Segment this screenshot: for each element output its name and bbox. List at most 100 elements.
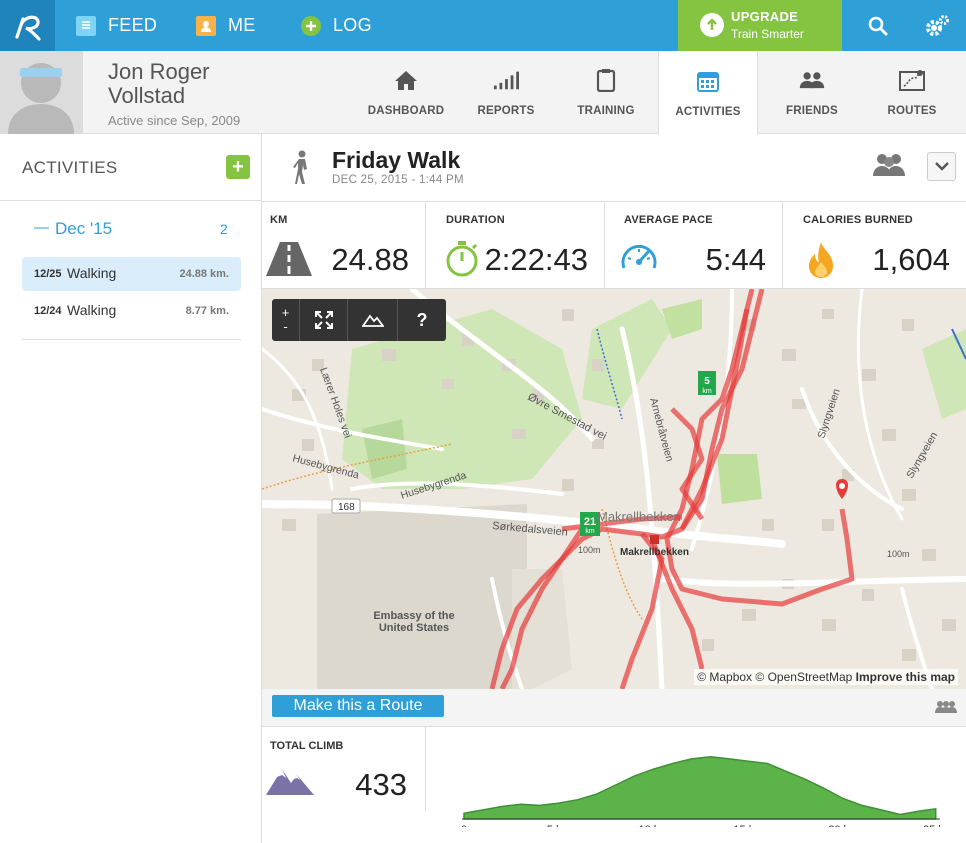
avatar[interactable] [0,51,83,134]
tab-label: TRAINING [577,105,635,117]
tab-reports[interactable]: REPORTS [458,51,554,134]
fullscreen-button[interactable] [300,299,348,341]
stat-value: 1,604 [872,242,950,277]
options-dropdown[interactable] [927,152,956,181]
activity-distance: 8.77 km. [185,305,229,317]
feed-icon [76,15,96,36]
activity-title: Friday Walk [332,147,461,173]
svg-text:Slyngveien: Slyngveien [904,430,940,481]
sidebar-title: ACTIVITIES [22,158,118,177]
mountain-icon [361,314,384,327]
profile-since: Active since Sep, 2009 [108,113,241,128]
stat-distance: KM 24.88 [262,202,426,289]
stat-calories: CALORIES BURNED 1,604 [783,202,966,289]
tab-activities[interactable]: ACTIVITIES [658,51,758,135]
nav-log[interactable]: LOG [301,0,372,51]
terrain-button[interactable] [348,299,398,341]
stop-label: Makrellbekken [620,547,689,558]
map-help-button[interactable]: ? [398,299,446,341]
calendar-icon [695,68,721,94]
nav-me[interactable]: ME [196,0,256,51]
tab-label: ACTIVITIES [675,106,741,118]
tab-label: ROUTES [887,105,937,117]
fullscreen-icon [314,311,333,329]
settings-button[interactable] [915,0,959,51]
tab-training[interactable]: TRAINING [558,51,654,134]
embassy-label: Embassy of the United States [373,610,454,634]
km-marker-21[interactable] [580,512,600,536]
group-small-icon[interactable] [935,700,957,714]
svg-text:km: km [585,528,595,535]
tab-label: FRIENDS [786,105,838,117]
search-button[interactable] [856,0,900,51]
tab-label: DASHBOARD [367,105,445,117]
search-icon [868,16,888,35]
zoom-control: + - [272,299,300,341]
zoom-in-button[interactable]: + [281,305,290,320]
x-tick-label: 20 km [828,824,858,827]
clipboard-icon [593,67,619,93]
mapbox-link[interactable]: © Mapbox [697,670,753,684]
stat-duration: DURATION 2:22:43 [426,202,605,289]
tab-routes[interactable]: ROUTES [864,51,960,134]
plus-circle-icon [301,15,321,36]
map-controls: + - ? [272,299,446,341]
elevation-chart[interactable]: 0 5 km 10 km 15 km 20 km 25 km [426,727,966,836]
tab-label: REPORTS [477,105,535,117]
avatar-icon [8,63,74,134]
svg-text:21: 21 [584,516,596,528]
collapse-icon: — [34,219,49,236]
friends-icon [799,67,825,93]
logo-icon [14,15,41,41]
total-climb: TOTAL CLIMB 433 [262,727,426,811]
stat-value: 24.88 [331,242,409,277]
month-count: 2 [220,221,228,237]
x-tick-label: 5 km [547,824,571,827]
bar-chart-icon [493,67,519,93]
activity-date: DEC 25, 2015 - 1:44 PM [332,174,464,186]
chevron-down-icon [934,162,949,171]
map-attribution: © Mapbox © OpenStreetMap Improve this ma… [694,669,958,685]
km-marker-5[interactable] [698,371,716,395]
elevation-chart-svg: 0 5 km 10 km 15 km 20 km 25 km [461,755,953,836]
x-tick-label: 0 [461,824,467,827]
svg-text:km: km [702,388,712,395]
profile-name: Jon Roger Vollstad [108,59,210,108]
nav-log-label: LOG [333,15,372,35]
route-map-icon [899,67,925,93]
nav-feed[interactable]: FEED [76,0,157,51]
speedometer-icon [621,245,657,269]
gear-icon [926,14,949,36]
tab-friends[interactable]: FRIENDS [762,51,862,134]
activity-detail: Friday Walk DEC 25, 2015 - 1:44 PM KM 24… [262,134,966,843]
road-icon [266,242,312,276]
upgrade-button[interactable]: UPGRADE Train Smarter [678,0,842,51]
me-icon [196,15,216,36]
svg-text:168: 168 [338,502,355,513]
svg-text:100m: 100m [887,549,910,559]
activity-name: Walking [67,302,117,318]
runkeeper-logo[interactable] [0,0,55,51]
activity-list-item[interactable]: 12/24 Walking 8.77 km. [22,294,241,328]
top-nav-bar: FEED ME LOG UPGRADE Train Smarter [0,0,966,51]
svg-text:Slyngveien: Slyngveien [815,387,842,440]
divider [0,200,262,201]
svg-text:5: 5 [704,376,710,387]
zoom-out-button[interactable]: - [283,319,288,334]
add-activity-button[interactable]: + [226,155,250,179]
group-icon[interactable] [872,152,906,178]
osm-link[interactable]: © OpenStreetMap [755,670,853,684]
mountain-icon [266,769,314,795]
activity-date: 12/25 [34,268,62,280]
x-tick-label: 15 km [733,824,763,827]
stat-value: 5:44 [705,242,766,277]
walking-icon [293,150,307,184]
make-route-button[interactable]: Make this a Route [272,695,444,717]
activity-list-item[interactable]: 12/25 Walking 24.88 km. [22,257,241,291]
improve-map-link[interactable]: Improve this map [855,670,955,684]
area-label: Makrellbekken [597,509,681,524]
climb-label: TOTAL CLIMB [270,740,344,752]
tab-dashboard[interactable]: DASHBOARD [358,51,454,134]
route-map[interactable]: 168 Embassy of the United States Makrellb… [262,289,966,689]
svg-text:100m: 100m [578,545,601,555]
